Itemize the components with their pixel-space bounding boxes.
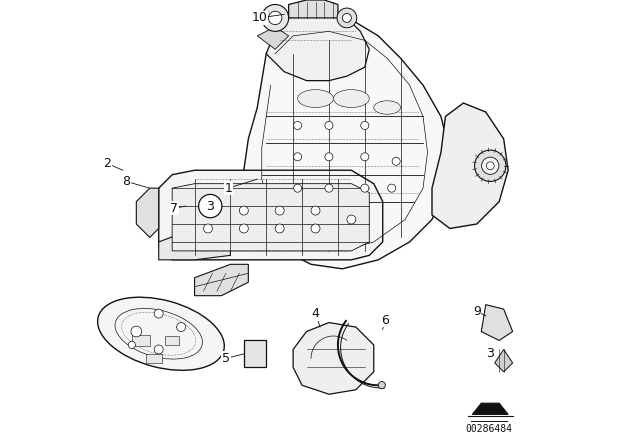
Circle shape [486, 162, 494, 170]
Polygon shape [481, 305, 513, 340]
Text: 5: 5 [222, 352, 230, 365]
Polygon shape [293, 323, 374, 394]
Text: 8: 8 [122, 175, 131, 188]
Circle shape [154, 345, 163, 354]
Circle shape [275, 224, 284, 233]
Circle shape [275, 206, 284, 215]
Polygon shape [432, 103, 508, 228]
Circle shape [378, 382, 385, 389]
Polygon shape [495, 349, 513, 372]
Text: 6: 6 [381, 314, 389, 327]
Circle shape [239, 224, 248, 233]
Text: 1: 1 [224, 181, 232, 195]
Polygon shape [257, 27, 289, 49]
Circle shape [337, 8, 356, 28]
Circle shape [325, 153, 333, 161]
Circle shape [361, 121, 369, 129]
Text: 4: 4 [312, 307, 319, 320]
Text: 10: 10 [252, 11, 268, 25]
Circle shape [154, 309, 163, 318]
Polygon shape [172, 184, 369, 251]
Circle shape [128, 341, 136, 349]
Polygon shape [289, 0, 338, 18]
Circle shape [177, 323, 186, 332]
Circle shape [131, 326, 141, 337]
Text: 9: 9 [473, 305, 481, 318]
Polygon shape [132, 335, 150, 346]
Circle shape [198, 194, 222, 218]
Circle shape [311, 224, 320, 233]
Circle shape [325, 121, 333, 129]
Circle shape [361, 184, 369, 192]
Polygon shape [266, 13, 369, 81]
Text: 3: 3 [486, 347, 494, 361]
Circle shape [325, 184, 333, 192]
Polygon shape [472, 403, 508, 414]
Circle shape [482, 157, 499, 174]
Text: 3: 3 [206, 199, 214, 213]
Polygon shape [244, 18, 450, 269]
Circle shape [294, 184, 301, 192]
Text: 7: 7 [170, 202, 179, 215]
Circle shape [474, 150, 506, 181]
Circle shape [239, 206, 248, 215]
Circle shape [204, 206, 212, 215]
Ellipse shape [333, 90, 369, 108]
Polygon shape [195, 264, 248, 296]
Circle shape [294, 153, 301, 161]
Ellipse shape [298, 90, 333, 108]
Ellipse shape [98, 297, 224, 370]
Polygon shape [159, 228, 230, 260]
Circle shape [311, 206, 320, 215]
Circle shape [342, 13, 351, 22]
Polygon shape [244, 340, 266, 367]
Text: 00286484: 00286484 [465, 424, 512, 434]
Ellipse shape [374, 101, 401, 114]
Circle shape [204, 224, 212, 233]
Circle shape [361, 153, 369, 161]
Circle shape [392, 157, 400, 165]
Circle shape [388, 184, 396, 192]
Text: 2: 2 [103, 157, 111, 170]
Polygon shape [159, 170, 383, 260]
Polygon shape [136, 188, 159, 237]
Polygon shape [146, 354, 163, 363]
Circle shape [262, 4, 289, 31]
Circle shape [347, 215, 356, 224]
Circle shape [269, 11, 282, 25]
Circle shape [294, 121, 301, 129]
Polygon shape [165, 336, 179, 345]
